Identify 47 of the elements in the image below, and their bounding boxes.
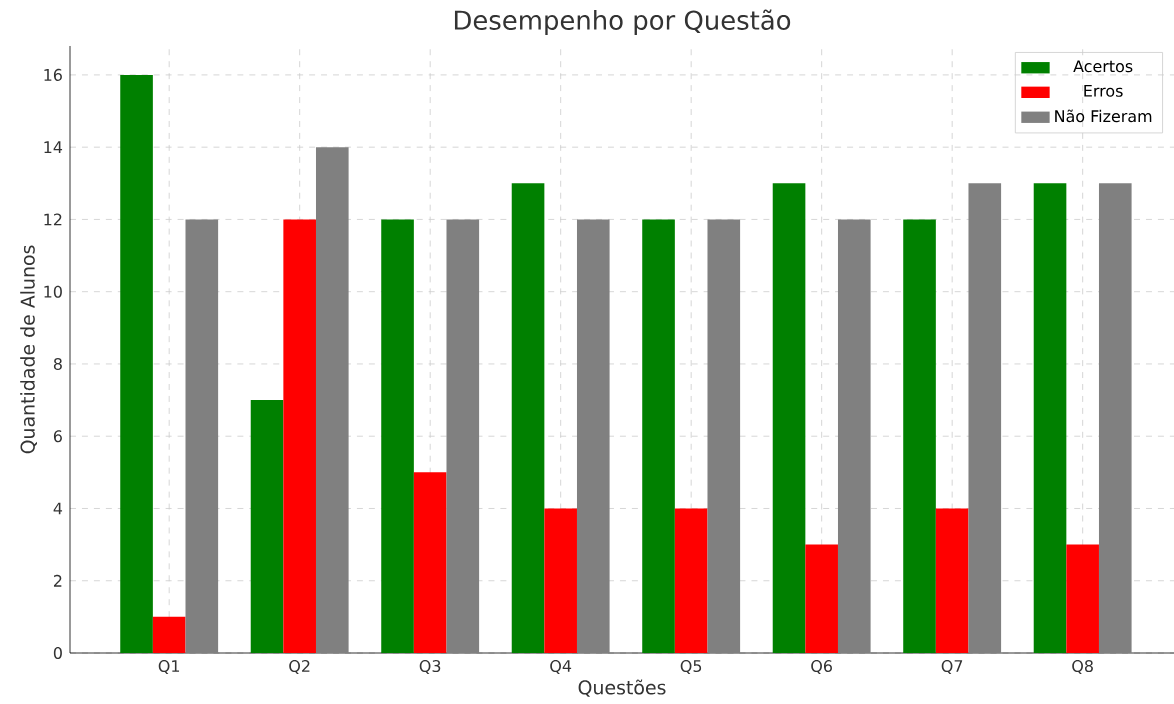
bar xyxy=(283,219,316,653)
y-axis-title: Quantidade de Alunos xyxy=(20,245,37,454)
bar xyxy=(544,508,577,653)
legend-label: Acertos xyxy=(1073,60,1133,73)
bar xyxy=(1033,183,1067,653)
chart-title: Desempenho por Questão xyxy=(454,9,791,35)
x-tick-label: Q1 xyxy=(158,660,180,674)
y-tick-label: 12 xyxy=(44,213,62,226)
x-tick-label: Q7 xyxy=(941,660,963,674)
y-tick-label: 0 xyxy=(53,646,62,660)
y-tick-label: 6 xyxy=(53,430,62,443)
bar xyxy=(707,219,741,653)
bar xyxy=(1098,183,1132,653)
bar xyxy=(185,219,219,653)
x-tick-label: Q4 xyxy=(550,660,572,674)
legend-label: Erros xyxy=(1084,85,1123,97)
y-tick-label: 10 xyxy=(44,285,62,298)
bar xyxy=(837,219,871,653)
x-axis-title: Questões xyxy=(578,679,666,697)
y-tick-label: 8 xyxy=(53,357,62,370)
y-tick-label: 2 xyxy=(53,574,62,587)
bar xyxy=(413,472,447,653)
bar xyxy=(446,219,480,653)
y-tick-label: 14 xyxy=(44,141,63,153)
bar xyxy=(315,147,349,653)
x-tick-label: Q5 xyxy=(680,660,702,674)
bar xyxy=(903,219,936,653)
legend-label: Não Fizeram xyxy=(1055,109,1152,123)
bar xyxy=(935,508,969,653)
bar xyxy=(674,508,708,653)
bar xyxy=(642,219,675,653)
bar xyxy=(511,183,545,653)
bar xyxy=(120,74,153,653)
bar xyxy=(968,183,1002,653)
x-tick-label: Q8 xyxy=(1072,660,1093,674)
bar xyxy=(805,544,838,653)
bar xyxy=(772,183,806,653)
bar xyxy=(250,400,284,653)
bar xyxy=(1066,544,1099,653)
bar xyxy=(381,219,414,653)
x-tick-label: Q2 xyxy=(289,660,310,674)
x-tick-label: Q3 xyxy=(419,660,441,674)
x-tick-label: Q6 xyxy=(811,660,832,674)
y-tick-label: 4 xyxy=(53,502,63,515)
y-tick-label: 16 xyxy=(44,68,62,81)
bar xyxy=(576,219,610,653)
bar xyxy=(152,616,186,653)
